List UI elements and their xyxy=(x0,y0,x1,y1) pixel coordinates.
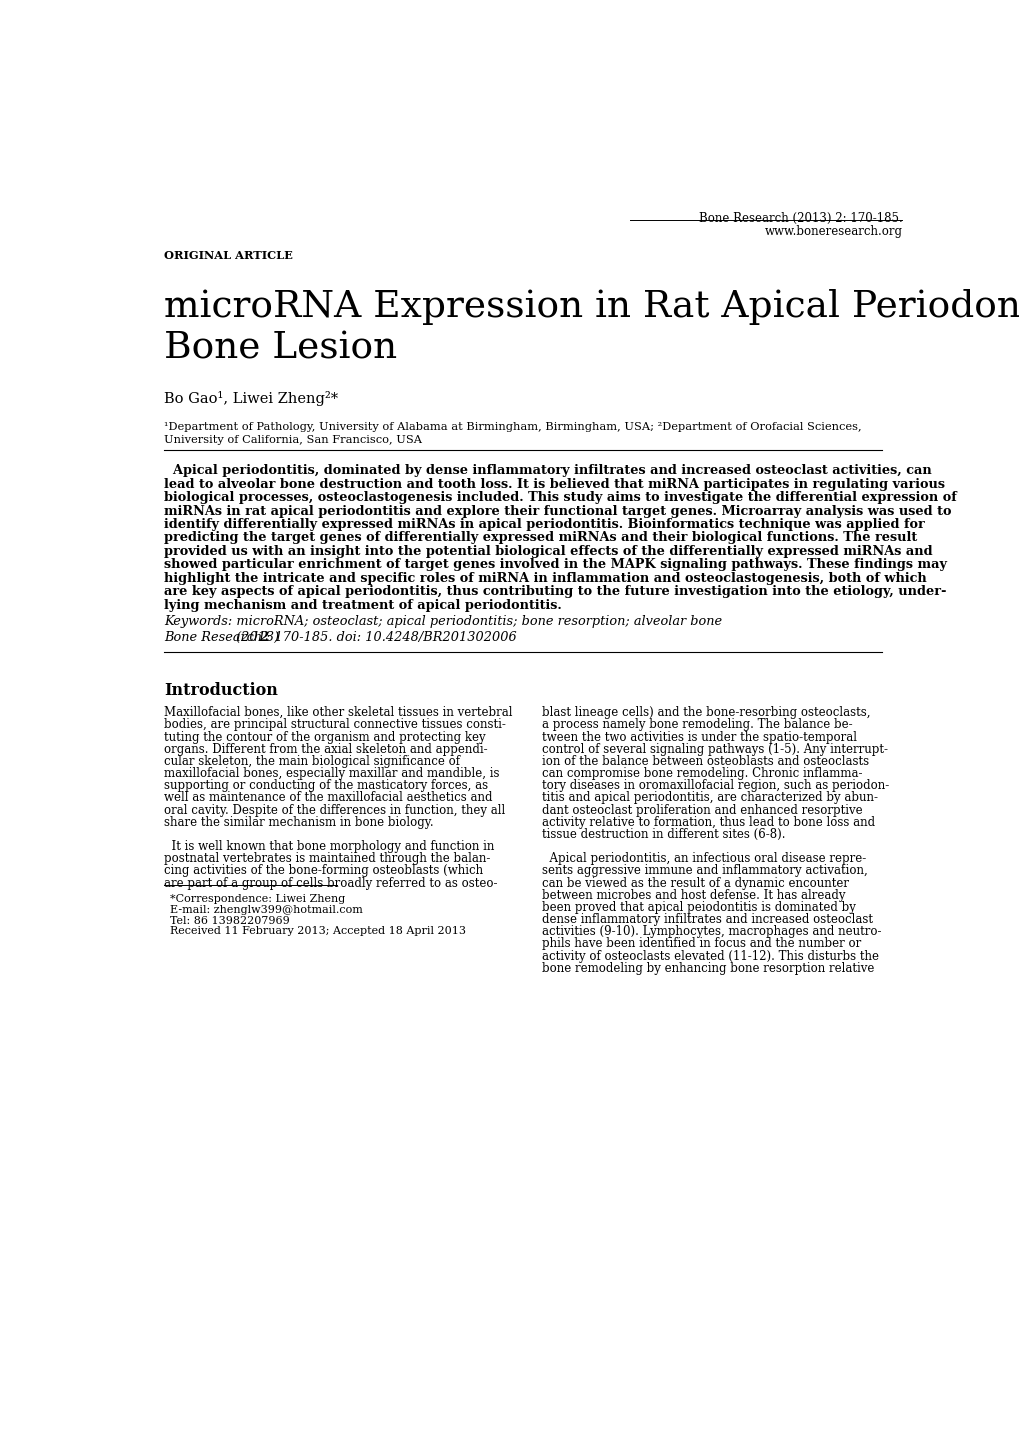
Text: Tel: 86 13982207969: Tel: 86 13982207969 xyxy=(170,916,289,926)
Text: showed particular enrichment of target genes involved in the MAPK signaling path: showed particular enrichment of target g… xyxy=(164,558,946,571)
Text: bone remodeling by enhancing bone resorption relative: bone remodeling by enhancing bone resorp… xyxy=(541,962,873,975)
Text: a process namely bone remodeling. The balance be-: a process namely bone remodeling. The ba… xyxy=(541,718,852,731)
Text: biological processes, osteoclastogenesis included. This study aims to investigat: biological processes, osteoclastogenesis… xyxy=(164,492,956,505)
Text: been proved that apical peiodontitis is dominated by: been proved that apical peiodontitis is … xyxy=(541,901,855,914)
Text: Received 11 February 2013; Accepted 18 April 2013: Received 11 February 2013; Accepted 18 A… xyxy=(170,927,466,936)
Text: *Correspondence: Liwei Zheng: *Correspondence: Liwei Zheng xyxy=(170,894,345,904)
Text: ion of the balance between osteoblasts and osteoclasts: ion of the balance between osteoblasts a… xyxy=(541,756,868,769)
Text: supporting or conducting of the masticatory forces, as: supporting or conducting of the masticat… xyxy=(164,779,487,792)
Text: bodies, are principal structural connective tissues consti-: bodies, are principal structural connect… xyxy=(164,718,505,731)
Text: oral cavity. Despite of the differences in function, they all: oral cavity. Despite of the differences … xyxy=(164,803,504,816)
Text: highlight the intricate and specific roles of miRNA in inflammation and osteocla: highlight the intricate and specific rol… xyxy=(164,572,926,585)
Text: E-mail: zhenglw399@hotmail.com: E-mail: zhenglw399@hotmail.com xyxy=(170,906,363,914)
Text: control of several signaling pathways (1-5). Any interrupt-: control of several signaling pathways (1… xyxy=(541,743,888,756)
Text: identify differentially expressed miRNAs in apical periodontitis. Bioinformatics: identify differentially expressed miRNAs… xyxy=(164,518,924,531)
Text: are part of a group of cells broadly referred to as osteo-: are part of a group of cells broadly ref… xyxy=(164,877,497,890)
Text: Bone Research: Bone Research xyxy=(164,630,262,643)
Text: share the similar mechanism in bone biology.: share the similar mechanism in bone biol… xyxy=(164,816,433,829)
Text: dant osteoclast proliferation and enhanced resorptive: dant osteoclast proliferation and enhanc… xyxy=(541,803,862,816)
Text: Apical periodontitis, dominated by dense inflammatory infiltrates and increased : Apical periodontitis, dominated by dense… xyxy=(164,464,930,477)
Text: blast lineage cells) and the bone-resorbing osteoclasts,: blast lineage cells) and the bone-resorb… xyxy=(541,707,870,720)
Text: dense inflammatory infiltrates and increased osteoclast: dense inflammatory infiltrates and incre… xyxy=(541,913,872,926)
Text: (2013): (2013) xyxy=(232,630,283,643)
Text: provided us with an insight into the potential biological effects of the differe: provided us with an insight into the pot… xyxy=(164,545,931,558)
Text: Maxillofacial bones, like other skeletal tissues in vertebral: Maxillofacial bones, like other skeletal… xyxy=(164,707,512,720)
Text: tissue destruction in different sites (6-8).: tissue destruction in different sites (6… xyxy=(541,828,785,841)
Text: predicting the target genes of differentially expressed miRNAs and their biologi: predicting the target genes of different… xyxy=(164,532,916,545)
Text: can compromise bone remodeling. Chronic inflamma-: can compromise bone remodeling. Chronic … xyxy=(541,767,862,780)
Text: microRNA Expression in Rat Apical Periodontitis: microRNA Expression in Rat Apical Period… xyxy=(164,288,1019,324)
Text: miRNAs in rat apical periodontitis and explore their functional target genes. Mi: miRNAs in rat apical periodontitis and e… xyxy=(164,505,951,518)
Text: lead to alveolar bone destruction and tooth loss. It is believed that miRNA part: lead to alveolar bone destruction and to… xyxy=(164,477,944,490)
Text: Bo Gao¹, Liwei Zheng²*: Bo Gao¹, Liwei Zheng²* xyxy=(164,391,337,407)
Text: ¹Department of Pathology, University of Alabama at Birmingham, Birmingham, USA; : ¹Department of Pathology, University of … xyxy=(164,421,861,431)
Text: organs. Different from the axial skeleton and appendi-: organs. Different from the axial skeleto… xyxy=(164,743,487,756)
Text: cing activities of the bone-forming osteoblasts (which: cing activities of the bone-forming oste… xyxy=(164,864,483,877)
Text: It is well known that bone morphology and function in: It is well known that bone morphology an… xyxy=(164,841,494,854)
Text: well as maintenance of the maxillofacial aesthetics and: well as maintenance of the maxillofacial… xyxy=(164,792,492,805)
Text: lying mechanism and treatment of apical periodontitis.: lying mechanism and treatment of apical … xyxy=(164,598,561,611)
Text: University of California, San Francisco, USA: University of California, San Francisco,… xyxy=(164,435,422,444)
Text: Apical periodontitis, an infectious oral disease repre-: Apical periodontitis, an infectious oral… xyxy=(541,852,865,865)
Text: can be viewed as the result of a dynamic encounter: can be viewed as the result of a dynamic… xyxy=(541,877,848,890)
Text: Keywords: microRNA; osteoclast; apical periodontitis; bone resorption; alveolar : Keywords: microRNA; osteoclast; apical p… xyxy=(164,616,721,629)
Text: cular skeleton, the main biological significance of: cular skeleton, the main biological sign… xyxy=(164,756,460,769)
Text: activities (9-10). Lymphocytes, macrophages and neutro-: activities (9-10). Lymphocytes, macropha… xyxy=(541,926,880,939)
Text: Bone Lesion: Bone Lesion xyxy=(164,330,396,366)
Text: tuting the contour of the organism and protecting key: tuting the contour of the organism and p… xyxy=(164,731,485,744)
Text: between microbes and host defense. It has already: between microbes and host defense. It ha… xyxy=(541,888,845,901)
Text: www.boneresearch.org: www.boneresearch.org xyxy=(764,225,902,238)
Text: activity of osteoclasts elevated (11-12). This disturbs the: activity of osteoclasts elevated (11-12)… xyxy=(541,950,878,963)
Text: : 170-185. doi: 10.4248/BR201302006: : 170-185. doi: 10.4248/BR201302006 xyxy=(266,630,517,643)
Text: tory diseases in oromaxillofacial region, such as periodon-: tory diseases in oromaxillofacial region… xyxy=(541,779,889,792)
Text: activity relative to formation, thus lead to bone loss and: activity relative to formation, thus lea… xyxy=(541,816,874,829)
Text: Bone Research (2013) 2: 170-185.: Bone Research (2013) 2: 170-185. xyxy=(698,212,902,225)
Text: maxillofacial bones, especially maxillar and mandible, is: maxillofacial bones, especially maxillar… xyxy=(164,767,499,780)
Text: titis and apical periodontitis, are characterized by abun-: titis and apical periodontitis, are char… xyxy=(541,792,877,805)
Text: postnatal vertebrates is maintained through the balan-: postnatal vertebrates is maintained thro… xyxy=(164,852,490,865)
Text: phils have been identified in focus and the number or: phils have been identified in focus and … xyxy=(541,937,860,950)
Text: sents aggressive immune and inflammatory activation,: sents aggressive immune and inflammatory… xyxy=(541,864,867,877)
Text: ORIGINAL ARTICLE: ORIGINAL ARTICLE xyxy=(164,249,292,261)
Text: 2: 2 xyxy=(259,630,268,643)
Text: tween the two activities is under the spatio-temporal: tween the two activities is under the sp… xyxy=(541,731,856,744)
Text: Introduction: Introduction xyxy=(164,682,277,698)
Text: are key aspects of apical periodontitis, thus contributing to the future investi: are key aspects of apical periodontitis,… xyxy=(164,585,946,598)
